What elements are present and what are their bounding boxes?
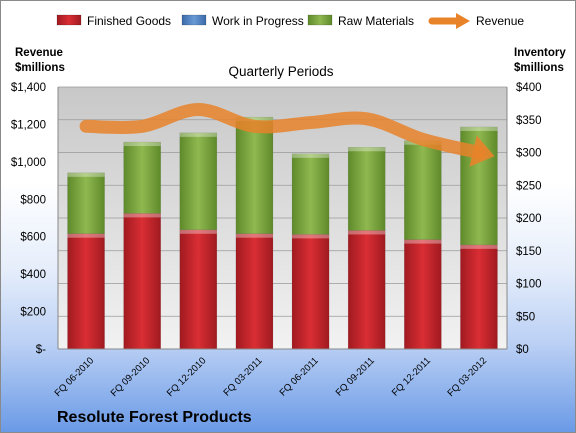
- bar-raw-materials: [123, 141, 161, 214]
- bar-raw-materials: [404, 140, 442, 240]
- bar-raw-materials: [291, 153, 330, 235]
- left-tick-label: $400: [20, 269, 46, 281]
- legend-arrow-revenue: [456, 13, 470, 29]
- legend-label-revenue: Revenue: [476, 14, 524, 28]
- bar-cap-finished-goods: [67, 233, 105, 238]
- bar-cap-finished-goods: [179, 229, 217, 234]
- bar-cap-raw-materials: [348, 147, 386, 152]
- titles: Revenue $millions Inventory $millions Quarte…: [15, 47, 566, 426]
- bar-finished-goods: [67, 233, 105, 350]
- legend-label-finished-goods: Finished Goods: [87, 14, 171, 28]
- chart-subtitle: Quarterly Periods: [228, 64, 333, 79]
- right-tick-label: $400: [516, 82, 542, 94]
- bar-finished-goods: [179, 229, 218, 350]
- bars: [67, 116, 498, 350]
- right-tick-label: $50: [516, 311, 535, 323]
- x-tick-label: FQ 12-2011: [390, 355, 433, 398]
- legend-label-raw-materials: Raw Materials: [338, 14, 414, 28]
- x-tick-label: FQ 09-2011: [334, 355, 377, 398]
- legend-swatch-work-in-progress: [181, 14, 207, 26]
- bar-raw-materials: [67, 172, 105, 234]
- bar-cap-raw-materials: [292, 153, 330, 158]
- bar-cap-raw-materials: [123, 142, 161, 147]
- right-axis-title-line2: $millions: [514, 62, 564, 74]
- bar-finished-goods: [347, 230, 386, 350]
- bar-cap-raw-materials: [235, 117, 273, 122]
- bar-cap-raw-materials: [67, 172, 105, 177]
- bar-cap-finished-goods: [348, 230, 386, 235]
- left-tick-label: $800: [20, 194, 46, 206]
- left-tick-label: $200: [20, 307, 46, 319]
- left-tick-label: $1,400: [11, 82, 46, 94]
- left-tick-label: $-: [36, 344, 46, 356]
- legend-swatch-raw-materials: [307, 14, 333, 26]
- legend: Finished Goods Work in Progress Raw Materi…: [56, 13, 524, 29]
- bar-finished-goods: [460, 244, 498, 350]
- revenue-line-path: [79, 102, 486, 159]
- right-tick-label: $250: [516, 180, 542, 192]
- legend-label-work-in-progress: Work in Progress: [212, 14, 304, 28]
- revenue-arrowhead: [469, 135, 495, 167]
- left-tick-label: $600: [20, 232, 46, 244]
- x-tick-label: FQ 12-2010: [165, 355, 209, 399]
- bar-cap-finished-goods: [235, 233, 273, 238]
- x-tick-label: FQ 06-2010: [53, 355, 97, 399]
- bar-cap-finished-goods: [123, 213, 161, 218]
- right-tick-label: $0: [516, 344, 529, 356]
- bar-finished-goods: [235, 233, 274, 350]
- left-tick-label: $1,000: [11, 157, 46, 169]
- bar-cap-finished-goods: [404, 239, 442, 244]
- right-tick-label: $300: [516, 148, 542, 160]
- left-axis-title-line1: Revenue: [15, 47, 63, 59]
- bar-cap-raw-materials: [179, 132, 217, 137]
- bar-cap-finished-goods: [292, 234, 330, 239]
- bar-cap-raw-materials: [460, 126, 498, 131]
- bar-finished-goods: [404, 239, 442, 350]
- right-tick-label: $200: [516, 213, 542, 225]
- bar-raw-materials: [235, 116, 274, 234]
- x-tick-label: FQ 09-2010: [109, 355, 153, 399]
- bar-finished-goods: [291, 234, 330, 350]
- right-tick-label: $100: [516, 279, 542, 291]
- bar-raw-materials: [347, 147, 386, 231]
- left-axis-title-line2: $millions: [15, 62, 65, 74]
- x-tick-label: FQ 03-2011: [221, 355, 264, 398]
- left-tick-label: $1,200: [11, 119, 46, 131]
- company-title: Resolute Forest Products: [57, 409, 252, 426]
- right-tick-label: $350: [516, 115, 542, 127]
- x-tick-label: FQ 06-2011: [278, 355, 321, 398]
- bar-finished-goods: [123, 213, 161, 350]
- right-tick-label: $150: [516, 246, 542, 258]
- revenue-line: [79, 102, 495, 167]
- bar-raw-materials: [179, 132, 218, 231]
- right-axis-title-line1: Inventory: [514, 47, 566, 59]
- legend-swatch-finished-goods: [56, 14, 82, 26]
- x-tick-label: FQ 03-2012: [445, 355, 489, 399]
- bar-cap-finished-goods: [460, 244, 498, 249]
